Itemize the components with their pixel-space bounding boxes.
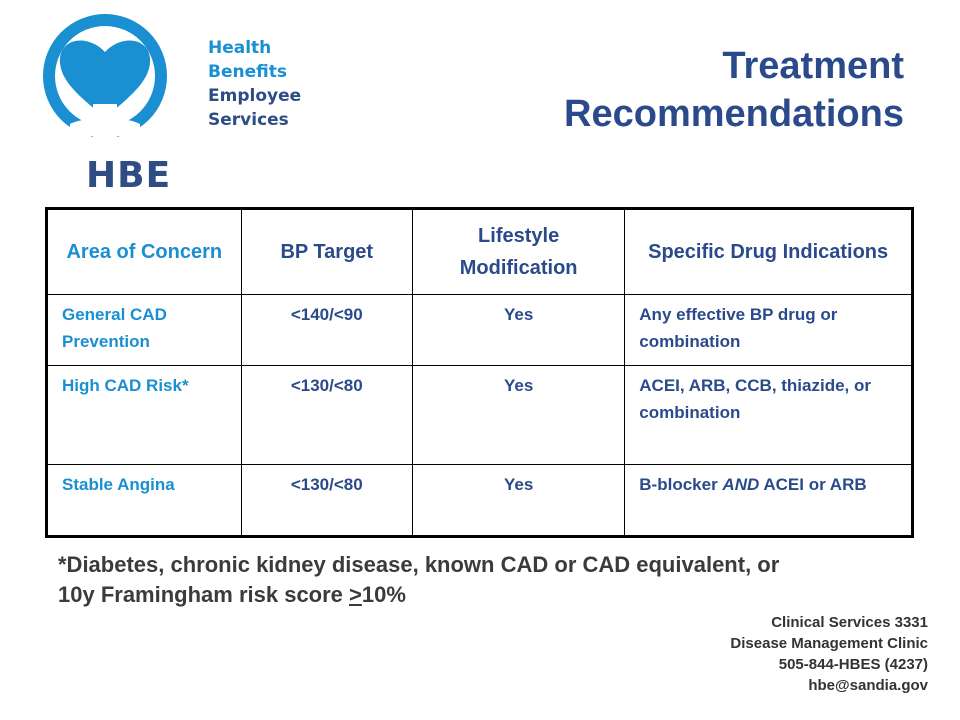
table-row: High CAD Risk* <130/<80 Yes ACEI, ARB, C…: [46, 365, 913, 465]
table-row: General CAD Prevention <140/<90 Yes Any …: [46, 294, 913, 366]
area-cell: General CAD Prevention: [46, 294, 242, 366]
footnote-underlined-symbol: >: [349, 582, 362, 607]
column-header-bp-target: BP Target: [240, 208, 413, 295]
bp-target-cell: <140/<90: [240, 294, 413, 366]
footnote-text: *Diabetes, chronic kidney disease, known…: [58, 552, 780, 607]
drugs-text-post: ACEI or ARB: [759, 475, 867, 494]
contact-clinic: Disease Management Clinic: [730, 635, 928, 652]
drugs-text-pre: B-blocker: [639, 475, 723, 494]
drugs-text-emphasis: AND: [722, 475, 760, 494]
treatment-table: Area of Concern BP Target Lifestyle Modi…: [45, 207, 914, 538]
column-header-area: Area of Concern: [46, 208, 242, 295]
column-header-drugs: Specific Drug Indications: [624, 208, 913, 295]
table-header-row: Area of Concern BP Target Lifestyle Modi…: [46, 208, 913, 295]
area-cell: Stable Angina: [46, 464, 242, 537]
logo-wordmark: Health Benefits Employee Services: [208, 36, 360, 132]
drugs-cell: B-blocker AND ACEI or ARB: [624, 464, 913, 537]
drugs-cell: ACEI, ARB, CCB, thiazide, or combination: [624, 365, 913, 465]
logo-abbreviation: HBE: [86, 155, 172, 196]
title-line-2: Recommendations: [564, 93, 904, 135]
contact-email: hbe@sandia.gov: [808, 677, 928, 694]
lifestyle-cell: Yes: [411, 294, 626, 366]
contact-block: Clinical Services 3331 Disease Managemen…: [730, 612, 928, 696]
lifestyle-cell: Yes: [411, 365, 626, 465]
footnote: *Diabetes, chronic kidney disease, known…: [58, 550, 798, 610]
title-line-1: Treatment: [722, 45, 904, 87]
area-cell: High CAD Risk*: [46, 365, 242, 465]
page-title: Treatment Recommendations: [564, 42, 904, 138]
hbe-logo: Health Benefits Employee Services HBE: [30, 8, 360, 196]
contact-department: Clinical Services 3331: [771, 614, 928, 631]
bp-target-cell: <130/<80: [240, 464, 413, 537]
contact-phone: 505-844-HBES (4237): [778, 656, 928, 673]
lifestyle-cell: Yes: [411, 464, 626, 537]
table-row: Stable Angina <130/<80 Yes B-blocker AND…: [46, 464, 913, 537]
logo-line-health: Health: [208, 38, 272, 58]
drugs-cell: Any effective BP drug or combination: [624, 294, 913, 366]
footnote-text-end: 10%: [361, 582, 406, 607]
logo-line-employee-services: Employee Services: [208, 86, 302, 130]
logo-line-benefits: Benefits: [208, 62, 287, 82]
column-header-lifestyle: Lifestyle Modification: [411, 208, 626, 295]
bp-target-cell: <130/<80: [240, 365, 413, 465]
heart-emblem-icon: [43, 14, 167, 148]
